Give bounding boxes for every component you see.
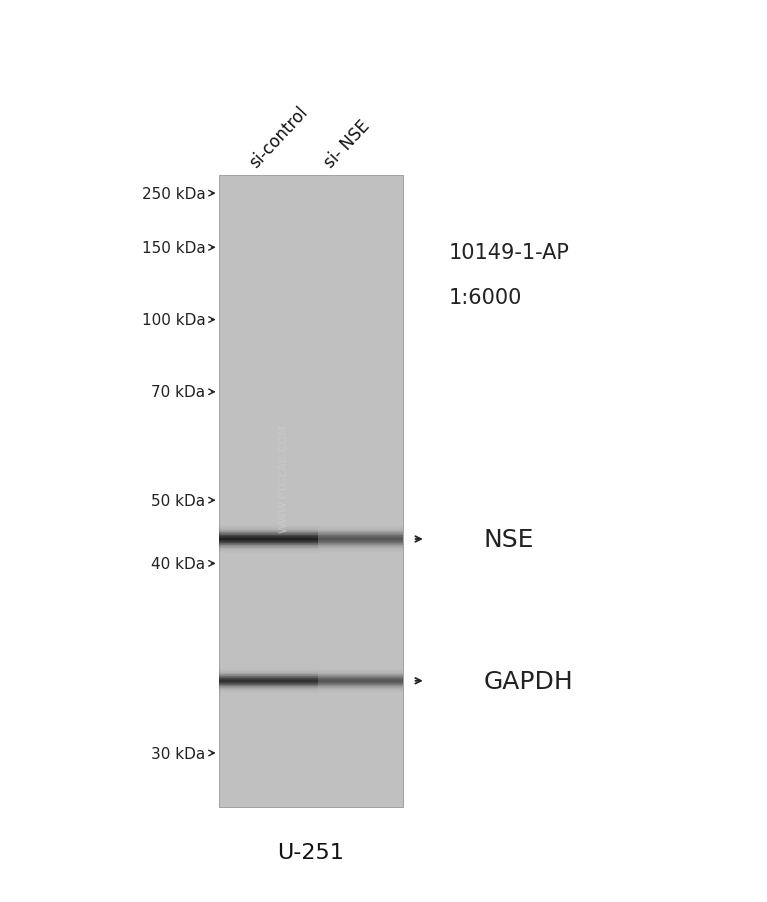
Text: WWW.PTGLAB.COM: WWW.PTGLAB.COM [278,424,289,532]
Text: 100 kDa: 100 kDa [142,313,206,327]
Text: U-251: U-251 [277,842,344,862]
Text: GAPDH: GAPDH [483,669,573,693]
Text: si-control: si-control [246,103,311,171]
Bar [219,176,403,807]
Text: 150 kDa: 150 kDa [142,241,206,255]
Text: si- NSE: si- NSE [321,117,373,171]
Text: 250 kDa: 250 kDa [142,187,206,201]
Text: 30 kDa: 30 kDa [151,746,206,760]
Text: NSE: NSE [483,528,534,551]
Text: 70 kDa: 70 kDa [151,385,206,400]
Text: 1:6000: 1:6000 [449,288,522,308]
Text: 10149-1-AP: 10149-1-AP [449,243,570,262]
Text: 50 kDa: 50 kDa [151,493,206,508]
Text: 40 kDa: 40 kDa [151,557,206,571]
